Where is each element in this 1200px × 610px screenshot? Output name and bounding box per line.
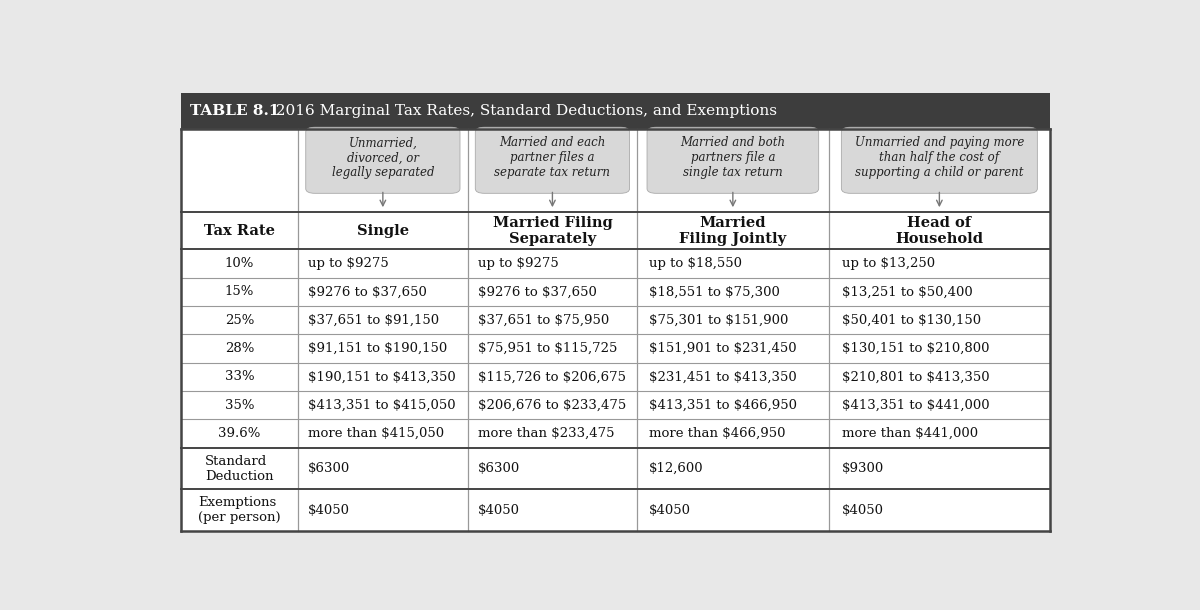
FancyBboxPatch shape — [841, 127, 1037, 193]
Text: Tax Rate: Tax Rate — [204, 224, 275, 238]
Text: Married and each
partner files a
separate tax return: Married and each partner files a separat… — [494, 137, 611, 179]
Text: Unmarried and paying more
than half the cost of
supporting a child or parent: Unmarried and paying more than half the … — [854, 137, 1024, 179]
FancyBboxPatch shape — [647, 127, 818, 193]
Text: \$37,651 to \$91,150: \$37,651 to \$91,150 — [308, 314, 439, 327]
Text: \$13,251 to \$50,400: \$13,251 to \$50,400 — [842, 285, 972, 298]
Text: more than \$233,475: more than \$233,475 — [478, 427, 614, 440]
Text: \$4050: \$4050 — [478, 504, 520, 517]
Text: \$6300: \$6300 — [478, 462, 520, 475]
Text: \$9300: \$9300 — [842, 462, 884, 475]
Text: 35%: 35% — [224, 399, 254, 412]
Text: \$4050: \$4050 — [308, 504, 350, 517]
Text: \$75,301 to \$151,900: \$75,301 to \$151,900 — [649, 314, 788, 327]
Text: \$210,801 to \$413,350: \$210,801 to \$413,350 — [842, 370, 990, 384]
Text: up to \$13,250: up to \$13,250 — [842, 257, 935, 270]
Text: \$206,676 to \$233,475: \$206,676 to \$233,475 — [478, 399, 626, 412]
Text: Standard
Deduction: Standard Deduction — [205, 454, 274, 483]
Text: Unmarried,
divorced, or
legally separated: Unmarried, divorced, or legally separate… — [331, 137, 434, 179]
Text: more than \$441,000: more than \$441,000 — [842, 427, 978, 440]
Text: \$91,151 to \$190,150: \$91,151 to \$190,150 — [308, 342, 448, 355]
Text: Exemptions
(per person): Exemptions (per person) — [198, 497, 281, 525]
Text: \$151,901 to \$231,450: \$151,901 to \$231,450 — [649, 342, 797, 355]
Text: \$231,451 to \$413,350: \$231,451 to \$413,350 — [649, 370, 797, 384]
FancyBboxPatch shape — [475, 127, 630, 193]
Text: \$75,951 to \$115,725: \$75,951 to \$115,725 — [478, 342, 617, 355]
Text: \$4050: \$4050 — [649, 504, 691, 517]
Text: \$413,351 to \$415,050: \$413,351 to \$415,050 — [308, 399, 456, 412]
Text: up to \$9275: up to \$9275 — [308, 257, 389, 270]
Text: 2016 Marginal Tax Rates, Standard Deductions, and Exemptions: 2016 Marginal Tax Rates, Standard Deduct… — [266, 104, 778, 118]
FancyBboxPatch shape — [306, 127, 460, 193]
Text: \$413,351 to \$441,000: \$413,351 to \$441,000 — [842, 399, 990, 412]
Text: 10%: 10% — [224, 257, 254, 270]
Bar — [181, 93, 1050, 129]
Text: \$6300: \$6300 — [308, 462, 350, 475]
Text: \$12,600: \$12,600 — [649, 462, 703, 475]
Text: 33%: 33% — [224, 370, 254, 384]
Text: Head of
Household: Head of Household — [895, 215, 983, 246]
Text: Single: Single — [356, 224, 409, 238]
Text: \$37,651 to \$75,950: \$37,651 to \$75,950 — [478, 314, 610, 327]
Text: \$115,726 to \$206,675: \$115,726 to \$206,675 — [478, 370, 626, 384]
Text: \$50,401 to \$130,150: \$50,401 to \$130,150 — [842, 314, 980, 327]
Text: 28%: 28% — [224, 342, 254, 355]
Text: 15%: 15% — [224, 285, 254, 298]
Text: \$9276 to \$37,650: \$9276 to \$37,650 — [308, 285, 427, 298]
Text: up to \$9275: up to \$9275 — [478, 257, 558, 270]
Text: 39.6%: 39.6% — [218, 427, 260, 440]
Text: \$4050: \$4050 — [842, 504, 884, 517]
Text: 25%: 25% — [224, 314, 254, 327]
Text: up to \$18,550: up to \$18,550 — [649, 257, 742, 270]
Text: TABLE 8.1: TABLE 8.1 — [190, 104, 280, 118]
Text: \$9276 to \$37,650: \$9276 to \$37,650 — [478, 285, 596, 298]
Text: \$130,151 to \$210,800: \$130,151 to \$210,800 — [842, 342, 989, 355]
Text: Married and both
partners file a
single tax return: Married and both partners file a single … — [680, 137, 786, 179]
Text: Married Filing
Separately: Married Filing Separately — [492, 215, 612, 246]
Bar — [181, 129, 1050, 531]
Text: more than \$466,950: more than \$466,950 — [649, 427, 785, 440]
Text: \$190,151 to \$413,350: \$190,151 to \$413,350 — [308, 370, 456, 384]
Text: \$18,551 to \$75,300: \$18,551 to \$75,300 — [649, 285, 780, 298]
Text: \$413,351 to \$466,950: \$413,351 to \$466,950 — [649, 399, 797, 412]
Text: more than \$415,050: more than \$415,050 — [308, 427, 444, 440]
Text: Married
Filing Jointly: Married Filing Jointly — [679, 215, 786, 246]
